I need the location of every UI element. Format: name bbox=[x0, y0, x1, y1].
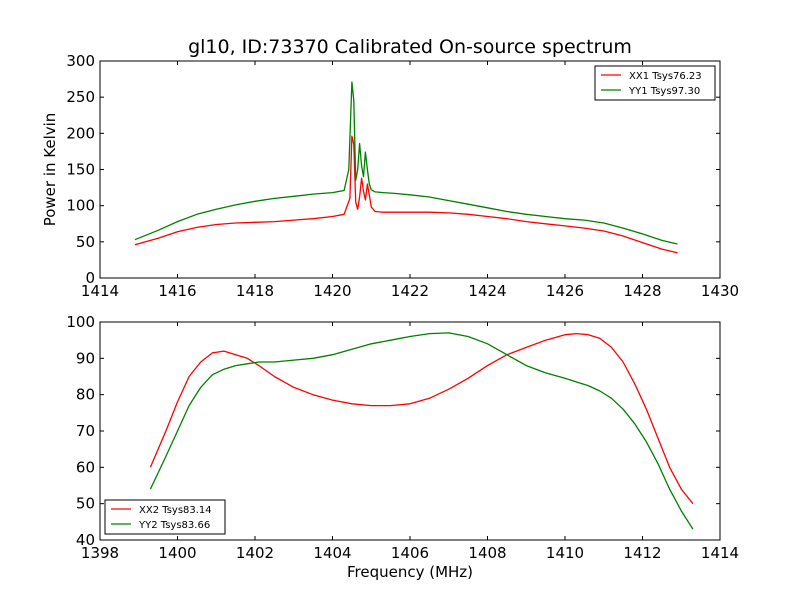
y-tick-label-2-6: 100 bbox=[66, 313, 95, 331]
y-tick-label-1-3: 150 bbox=[66, 161, 95, 179]
y-tick-label-1-5: 250 bbox=[66, 88, 95, 106]
chart-panels: 1414 1416 1418 1420 1422 1424 1426 1428 14300501… bbox=[41, 52, 739, 581]
x-axis-label-2: Frequency (MHz) bbox=[347, 563, 473, 581]
x-tick-label-2-5: 1408 bbox=[468, 544, 506, 562]
x-tick-label-2-3: 1404 bbox=[313, 544, 351, 562]
x-tick-label-1-8: 1430 bbox=[701, 282, 739, 300]
x-tick-label-2-4: 1406 bbox=[391, 544, 429, 562]
y-tick-label-2-3: 70 bbox=[76, 422, 95, 440]
legend-label-2-1: XX2 Tsys83.14 bbox=[139, 505, 212, 516]
x-tick-label-2-1: 1400 bbox=[158, 544, 196, 562]
legend-box-1 bbox=[594, 65, 716, 101]
x-tick-label-1-5: 1424 bbox=[468, 282, 506, 300]
chart-panel-2: 1398 1400 1402 1404 1406 1408 1410 1412 1414 40 50… bbox=[66, 313, 739, 581]
series-line-1-1 bbox=[134, 135, 678, 254]
legend-label-2-2: YY2 Tsys83.66 bbox=[138, 520, 210, 531]
y-tick-label-2-0: 40 bbox=[76, 531, 95, 549]
y-tick-label-2-5: 90 bbox=[76, 349, 95, 367]
series-line-2-2 bbox=[149, 332, 694, 530]
x-tick-label-1-2: 1418 bbox=[236, 282, 274, 300]
y-tick-label-1-2: 100 bbox=[66, 197, 95, 215]
chart-title: gl10, ID:73370 Calibrated On-source spec… bbox=[188, 36, 632, 58]
legend-2: XX2 Tsys83.14 YY2 Tsys83.66 bbox=[104, 499, 226, 535]
x-tick-label-2-7: 1412 bbox=[623, 544, 661, 562]
legend-label-1-1: XX1 Tsys76.23 bbox=[629, 71, 702, 82]
y-tick-label-2-1: 50 bbox=[76, 495, 95, 513]
series-line-1-2 bbox=[134, 81, 678, 245]
legend-box-2 bbox=[104, 499, 226, 535]
y-axis-label-1: Power in Kelvin bbox=[41, 113, 59, 227]
chart-panel-1: 1414 1416 1418 1420 1422 1424 1426 1428 1430 0 50 1… bbox=[41, 52, 739, 300]
x-tick-label-1-6: 1426 bbox=[546, 282, 584, 300]
x-tick-label-1-0: 1414 bbox=[81, 282, 119, 300]
x-tick-label-1-7: 1428 bbox=[623, 282, 661, 300]
x-tick-label-1-3: 1420 bbox=[313, 282, 351, 300]
y-tick-label-1-4: 200 bbox=[66, 124, 95, 142]
x-tick-label-2-8: 1414 bbox=[701, 544, 739, 562]
legend-1: XX1 Tsys76.23 YY1 Tsys97.30 bbox=[594, 65, 716, 101]
y-tick-label-1-1: 50 bbox=[76, 233, 95, 251]
y-tick-label-1-6: 300 bbox=[66, 52, 95, 70]
y-tick-label-2-4: 80 bbox=[76, 386, 95, 404]
x-tick-label-2-0: 1398 bbox=[81, 544, 119, 562]
legend-label-1-2: YY1 Tsys97.30 bbox=[628, 86, 700, 97]
series-line-2-1 bbox=[149, 332, 694, 505]
x-tick-label-2-2: 1402 bbox=[236, 544, 274, 562]
x-tick-label-1-1: 1416 bbox=[158, 282, 196, 300]
y-tick-label-2-2: 60 bbox=[76, 458, 95, 476]
x-tick-label-1-4: 1422 bbox=[391, 282, 429, 300]
x-tick-label-2-6: 1410 bbox=[546, 544, 584, 562]
y-tick-label-1-0: 0 bbox=[85, 269, 95, 287]
